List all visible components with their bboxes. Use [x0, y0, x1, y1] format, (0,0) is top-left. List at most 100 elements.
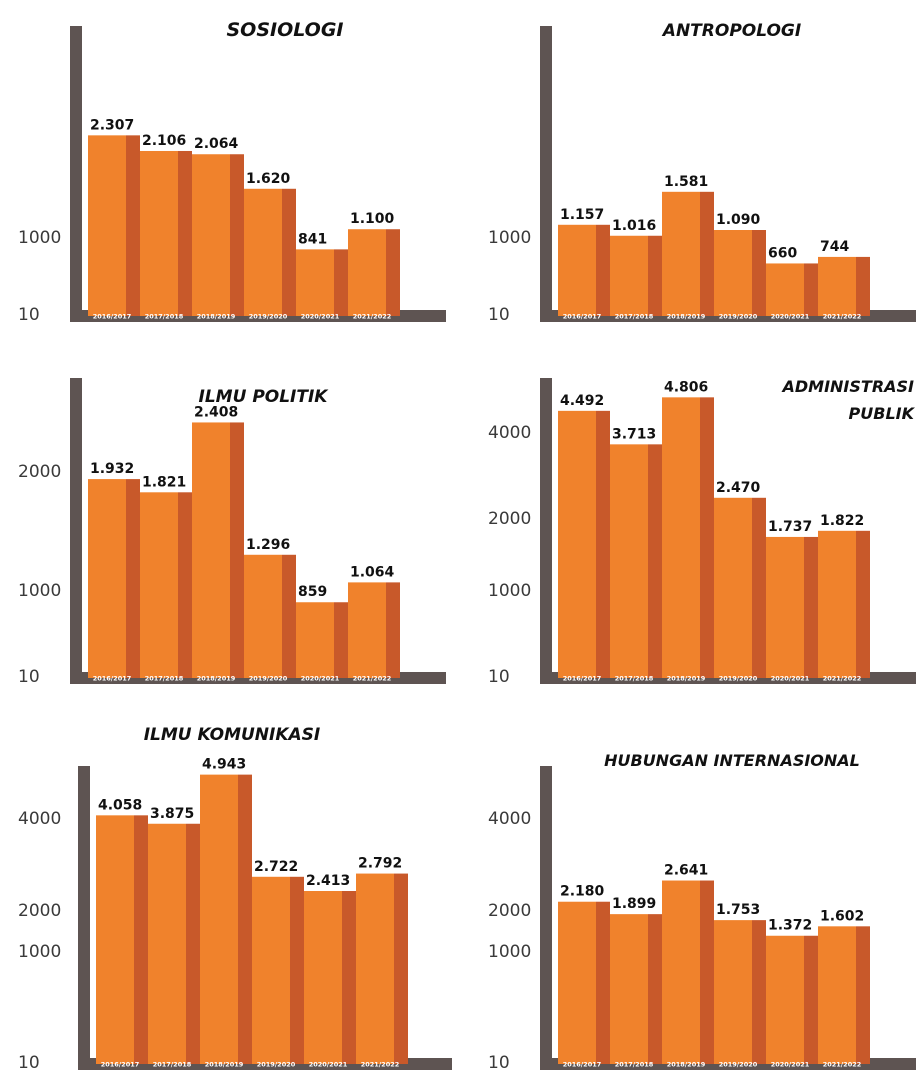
data-label: 1.296 [246, 537, 290, 553]
chart-panel: ANTROPOLOGI 1000 10 1.157 2016/2017 1.016 2017… [488, 21, 916, 325]
bar [200, 774, 238, 1064]
data-label: 1.753 [716, 902, 760, 918]
data-label: 4.492 [560, 393, 604, 409]
bar [96, 815, 134, 1064]
data-label: 3.875 [150, 806, 194, 822]
bar-side [596, 901, 610, 1064]
y-tick-label: 10 [18, 305, 40, 325]
x-tick-label: 2018/2019 [667, 675, 706, 683]
bar-side [648, 235, 662, 316]
x-tick-label: 2019/2020 [719, 675, 758, 683]
bar-side [134, 815, 148, 1064]
bar [356, 873, 394, 1064]
chart-panel: SOSIOLOGI 1000 10 2.307 2016/2017 2.106 2017/2… [18, 19, 446, 325]
bar-side [238, 774, 252, 1064]
bar-side [178, 492, 192, 678]
x-tick-label: 2020/2021 [771, 675, 810, 683]
bar [88, 479, 126, 678]
data-label: 1.602 [820, 908, 864, 924]
data-label: 2.413 [306, 873, 350, 889]
bar-side [334, 249, 348, 316]
bar [766, 935, 804, 1064]
x-tick-label: 2018/2019 [667, 1061, 706, 1069]
data-label: 1.016 [612, 218, 656, 234]
x-tick-label: 2019/2020 [257, 1061, 296, 1069]
y-tick-label: 1000 [488, 581, 531, 601]
chart-title: ILMU KOMUNIKASI [144, 725, 321, 745]
bar-side [596, 410, 610, 678]
bar [88, 135, 126, 316]
x-tick-label: 2016/2017 [101, 1061, 140, 1069]
x-tick-label: 2018/2019 [667, 313, 706, 321]
data-label: 2.408 [194, 404, 238, 420]
y-axis-bar [540, 378, 552, 684]
x-tick-label: 2016/2017 [563, 675, 602, 683]
x-tick-label: 2016/2017 [93, 313, 132, 321]
bar-side [186, 823, 200, 1064]
data-label: 859 [298, 584, 327, 600]
chart-title: ILMU POLITIK [199, 387, 330, 407]
y-tick-label: 1000 [488, 942, 531, 962]
chart-panel: HUBUNGAN INTERNASIONAL 4000 2000 1000 10 2.18… [488, 751, 916, 1070]
x-tick-label: 2020/2021 [309, 1061, 348, 1069]
y-tick-label: 1000 [18, 942, 61, 962]
bar-side [282, 554, 296, 678]
data-label: 1.822 [820, 513, 864, 529]
bar-side [386, 582, 400, 678]
bar [148, 823, 186, 1064]
y-tick-label: 1000 [18, 581, 61, 601]
chart-panel: ADMINISTRASI PUBLIK 4000 2000 1000 10 4.492 201… [488, 377, 916, 687]
bar-side [178, 150, 192, 316]
data-label: 1.620 [246, 171, 291, 187]
x-tick-label: 2018/2019 [197, 675, 236, 683]
x-tick-label: 2020/2021 [301, 675, 340, 683]
y-tick-label: 10 [488, 305, 510, 325]
data-label: 1.581 [664, 174, 708, 190]
data-label: 2.307 [90, 117, 134, 133]
data-label: 4.943 [202, 757, 246, 773]
y-axis-bar [540, 766, 552, 1070]
bar [662, 191, 700, 316]
bar [192, 422, 230, 678]
data-label: 1.064 [350, 564, 395, 580]
x-tick-label: 2017/2018 [615, 1061, 654, 1069]
bar [818, 530, 856, 678]
x-tick-label: 2020/2021 [771, 1061, 810, 1069]
data-label: 3.713 [612, 426, 656, 442]
bar [296, 249, 334, 316]
bar-side [700, 191, 714, 316]
bar [714, 230, 752, 316]
bar [296, 602, 334, 678]
bar-side [856, 926, 870, 1064]
bar-side [126, 479, 140, 678]
x-tick-label: 2021/2022 [823, 675, 862, 683]
y-tick-label: 1000 [18, 228, 61, 248]
y-axis-bar [70, 378, 82, 684]
y-tick-label: 4000 [488, 423, 531, 443]
chart-title: HUBUNGAN INTERNASIONAL [604, 751, 860, 770]
bar [714, 497, 752, 678]
bar-side [386, 229, 400, 316]
bar [192, 154, 230, 316]
bar [610, 235, 648, 316]
bar [244, 188, 282, 316]
bar [558, 224, 596, 316]
x-tick-label: 2017/2018 [615, 675, 654, 683]
data-label: 2.180 [560, 884, 605, 900]
x-tick-label: 2021/2022 [823, 1061, 862, 1069]
x-tick-label: 2019/2020 [719, 1061, 758, 1069]
data-label: 744 [820, 239, 849, 255]
data-label: 1.932 [90, 461, 134, 477]
data-label: 2.064 [194, 136, 239, 152]
x-tick-label: 2016/2017 [93, 675, 132, 683]
bar [662, 397, 700, 678]
chart-title: ADMINISTRASI [781, 377, 915, 396]
data-label: 1.737 [768, 519, 812, 535]
chart-panel: ILMU KOMUNIKASI 4000 2000 1000 10 4.058 2016/2… [18, 725, 452, 1070]
bar-side [700, 397, 714, 678]
x-tick-label: 2016/2017 [563, 313, 602, 321]
data-label: 1.899 [612, 896, 656, 912]
x-tick-label: 2019/2020 [249, 675, 288, 683]
bar-side [804, 536, 818, 678]
bar [818, 926, 856, 1064]
